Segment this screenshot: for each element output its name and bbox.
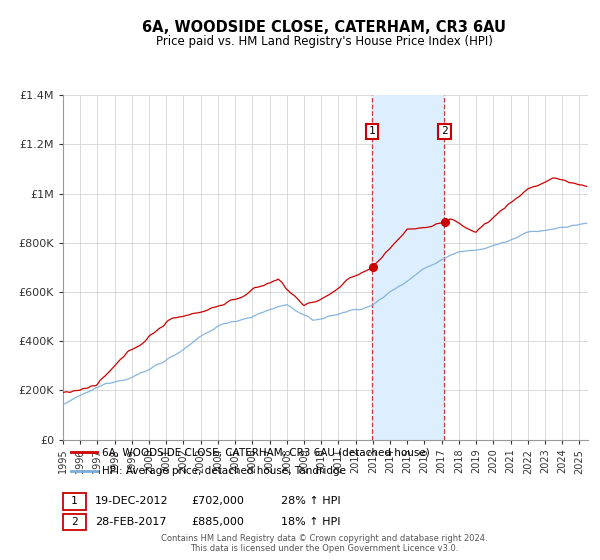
Text: 19-DEC-2012: 19-DEC-2012: [95, 496, 169, 506]
Bar: [372, 95, 445, 440]
Text: 28% ↑ HPI: 28% ↑ HPI: [281, 496, 340, 506]
Text: 6A, WOODSIDE CLOSE, CATERHAM, CR3 6AU: 6A, WOODSIDE CLOSE, CATERHAM, CR3 6AU: [142, 20, 506, 35]
Text: 18% ↑ HPI: 18% ↑ HPI: [281, 517, 340, 527]
Text: 6A, WOODSIDE CLOSE, CATERHAM, CR3 6AU (detached house): 6A, WOODSIDE CLOSE, CATERHAM, CR3 6AU (d…: [103, 447, 430, 457]
Text: 28-FEB-2017: 28-FEB-2017: [95, 517, 166, 527]
Text: 2: 2: [441, 127, 448, 137]
Text: HPI: Average price, detached house, Tandridge: HPI: Average price, detached house, Tand…: [103, 466, 346, 476]
Text: £702,000: £702,000: [191, 496, 244, 506]
Text: 1: 1: [71, 496, 78, 506]
Text: 1: 1: [369, 127, 376, 137]
Text: Contains HM Land Registry data © Crown copyright and database right 2024.
This d: Contains HM Land Registry data © Crown c…: [161, 534, 487, 553]
Text: Price paid vs. HM Land Registry's House Price Index (HPI): Price paid vs. HM Land Registry's House …: [155, 35, 493, 48]
Text: £885,000: £885,000: [191, 517, 244, 527]
Text: 2: 2: [71, 517, 78, 527]
